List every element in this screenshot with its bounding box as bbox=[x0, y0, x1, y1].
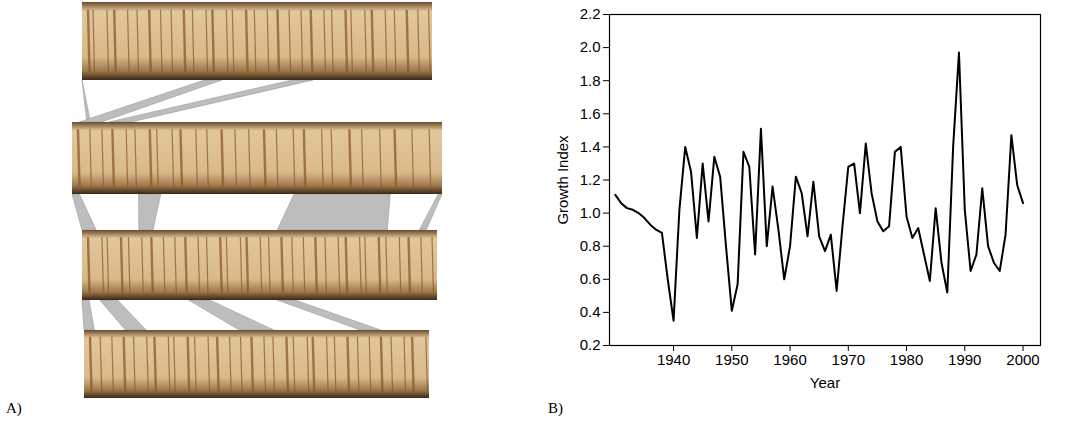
svg-text:0.2: 0.2 bbox=[580, 336, 601, 353]
svg-text:0.8: 0.8 bbox=[580, 237, 601, 254]
svg-text:1980: 1980 bbox=[890, 351, 923, 368]
svg-text:1.8: 1.8 bbox=[580, 72, 601, 89]
svg-text:1990: 1990 bbox=[948, 351, 981, 368]
svg-text:1940: 1940 bbox=[657, 351, 690, 368]
svg-text:0.6: 0.6 bbox=[580, 270, 601, 287]
svg-text:1960: 1960 bbox=[773, 351, 806, 368]
svg-text:1.2: 1.2 bbox=[580, 171, 601, 188]
svg-text:2.0: 2.0 bbox=[580, 38, 601, 55]
svg-text:2000: 2000 bbox=[1006, 351, 1039, 368]
svg-text:1.0: 1.0 bbox=[580, 204, 601, 221]
svg-text:2.2: 2.2 bbox=[580, 5, 601, 22]
svg-text:Year: Year bbox=[810, 374, 840, 391]
svg-text:1.4: 1.4 bbox=[580, 138, 601, 155]
svg-text:1970: 1970 bbox=[832, 351, 865, 368]
html-text:A): A) bbox=[6, 400, 22, 416]
svg-text:0.4: 0.4 bbox=[580, 303, 601, 320]
html-text:B): B) bbox=[548, 400, 563, 416]
svg-text:1950: 1950 bbox=[715, 351, 748, 368]
svg-text:Growth Index: Growth Index bbox=[554, 135, 571, 225]
svg-text:1.6: 1.6 bbox=[580, 105, 601, 122]
